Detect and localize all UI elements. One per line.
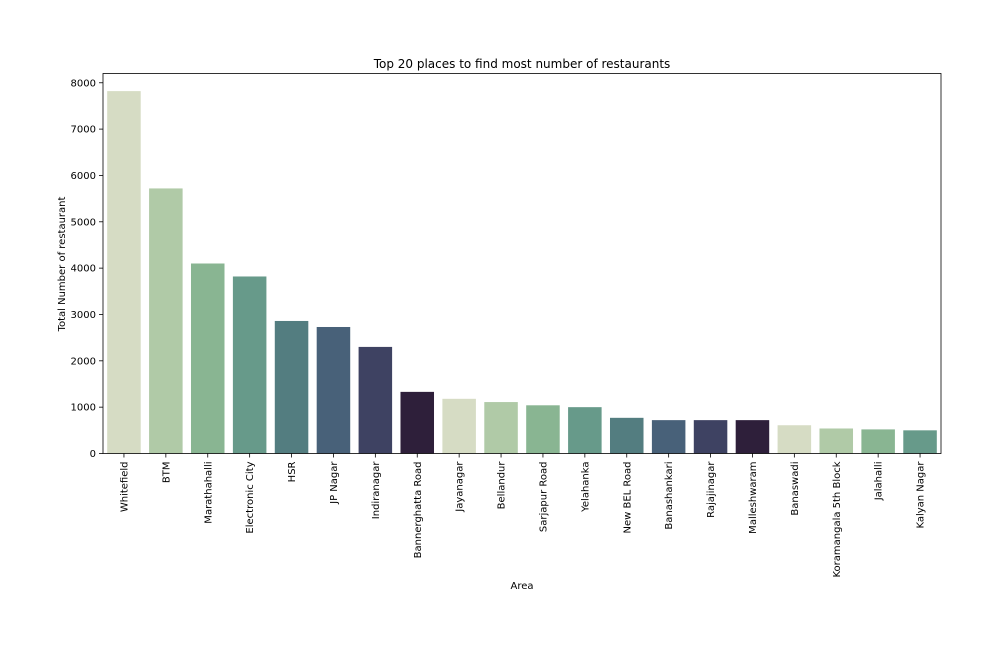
bar-banashankari [651, 420, 686, 454]
x-tick-label: Rajajinagar [706, 461, 717, 518]
y-tick-label: 6000 [71, 171, 96, 182]
x-tick-label: Bannerghatta Road [413, 462, 424, 559]
x-axis-ticks: Whitefield BTM Marathahalli Electronic City… [119, 453, 927, 578]
bar-whitefield [107, 91, 141, 454]
bar-koramangala-5th-block [819, 428, 854, 454]
y-tick-label: 8000 [71, 78, 96, 89]
x-tick-label: Sarjapur Road [538, 462, 549, 533]
bar-rajajinagar [693, 420, 728, 454]
y-axis-label: Total Number of restaurant [57, 197, 68, 333]
x-tick-label: BTM [161, 462, 172, 484]
bar-indiranagar [358, 346, 393, 454]
x-tick-label: Jalahalli [874, 462, 885, 502]
bar-kalyan-nagar [903, 430, 937, 454]
bars-layer [107, 91, 937, 454]
y-tick-label: 4000 [71, 264, 96, 275]
plot-frame [102, 73, 942, 454]
x-tick-label: Jayanagar [455, 461, 466, 513]
x-tick-label: Indiranagar [371, 461, 382, 520]
chart-title: Top 20 places to find most number of res… [373, 57, 671, 71]
x-tick-label: Malleshwaram [748, 462, 759, 534]
x-tick-label: Marathahalli [203, 462, 214, 524]
bar-new-bel-road [609, 417, 644, 454]
y-tick-label: 5000 [71, 217, 96, 228]
x-tick-label: HSR [287, 461, 298, 482]
x-tick-label: Yelahanka [580, 462, 591, 513]
y-tick-label: 7000 [71, 125, 96, 136]
bar-yelahanka [568, 407, 602, 454]
bar-bellandur [484, 402, 518, 454]
x-tick-label: Koramangala 5th Block [832, 461, 843, 577]
bar-sarjapur-road [526, 405, 560, 454]
x-tick-label: Electronic City [245, 461, 256, 533]
bar-marathahalli [190, 263, 225, 454]
x-tick-label: Banaswadi [790, 462, 801, 516]
x-tick-label: Kalyan Nagar [916, 461, 927, 529]
bar-jp-nagar [316, 326, 351, 454]
y-tick-label: 1000 [71, 403, 96, 414]
bar-malleshwaram [735, 420, 770, 454]
bar-hsr [274, 320, 309, 454]
bar-electronic-city [232, 276, 267, 454]
x-tick-label: Bellandur [497, 461, 508, 510]
y-tick-label: 2000 [71, 356, 96, 367]
bar-bannerghatta-road [400, 391, 435, 454]
x-tick-label: New BEL Road [622, 462, 633, 534]
bar-jayanagar [442, 398, 476, 454]
bar-banaswadi [777, 425, 812, 454]
x-tick-label: Banashankari [664, 462, 675, 530]
x-tick-label: JP Nagar [329, 461, 340, 505]
bar-btm [149, 188, 183, 454]
bar-jalahalli [861, 429, 895, 454]
x-tick-label: Whitefield [119, 462, 130, 513]
y-tick-label: 3000 [71, 310, 96, 321]
y-tick-label: 0 [90, 449, 96, 460]
x-axis-label: Area [510, 581, 533, 592]
y-axis-ticks: 0 1000 2000 3000 4000 5000 6000 7000 8000 [71, 78, 103, 460]
